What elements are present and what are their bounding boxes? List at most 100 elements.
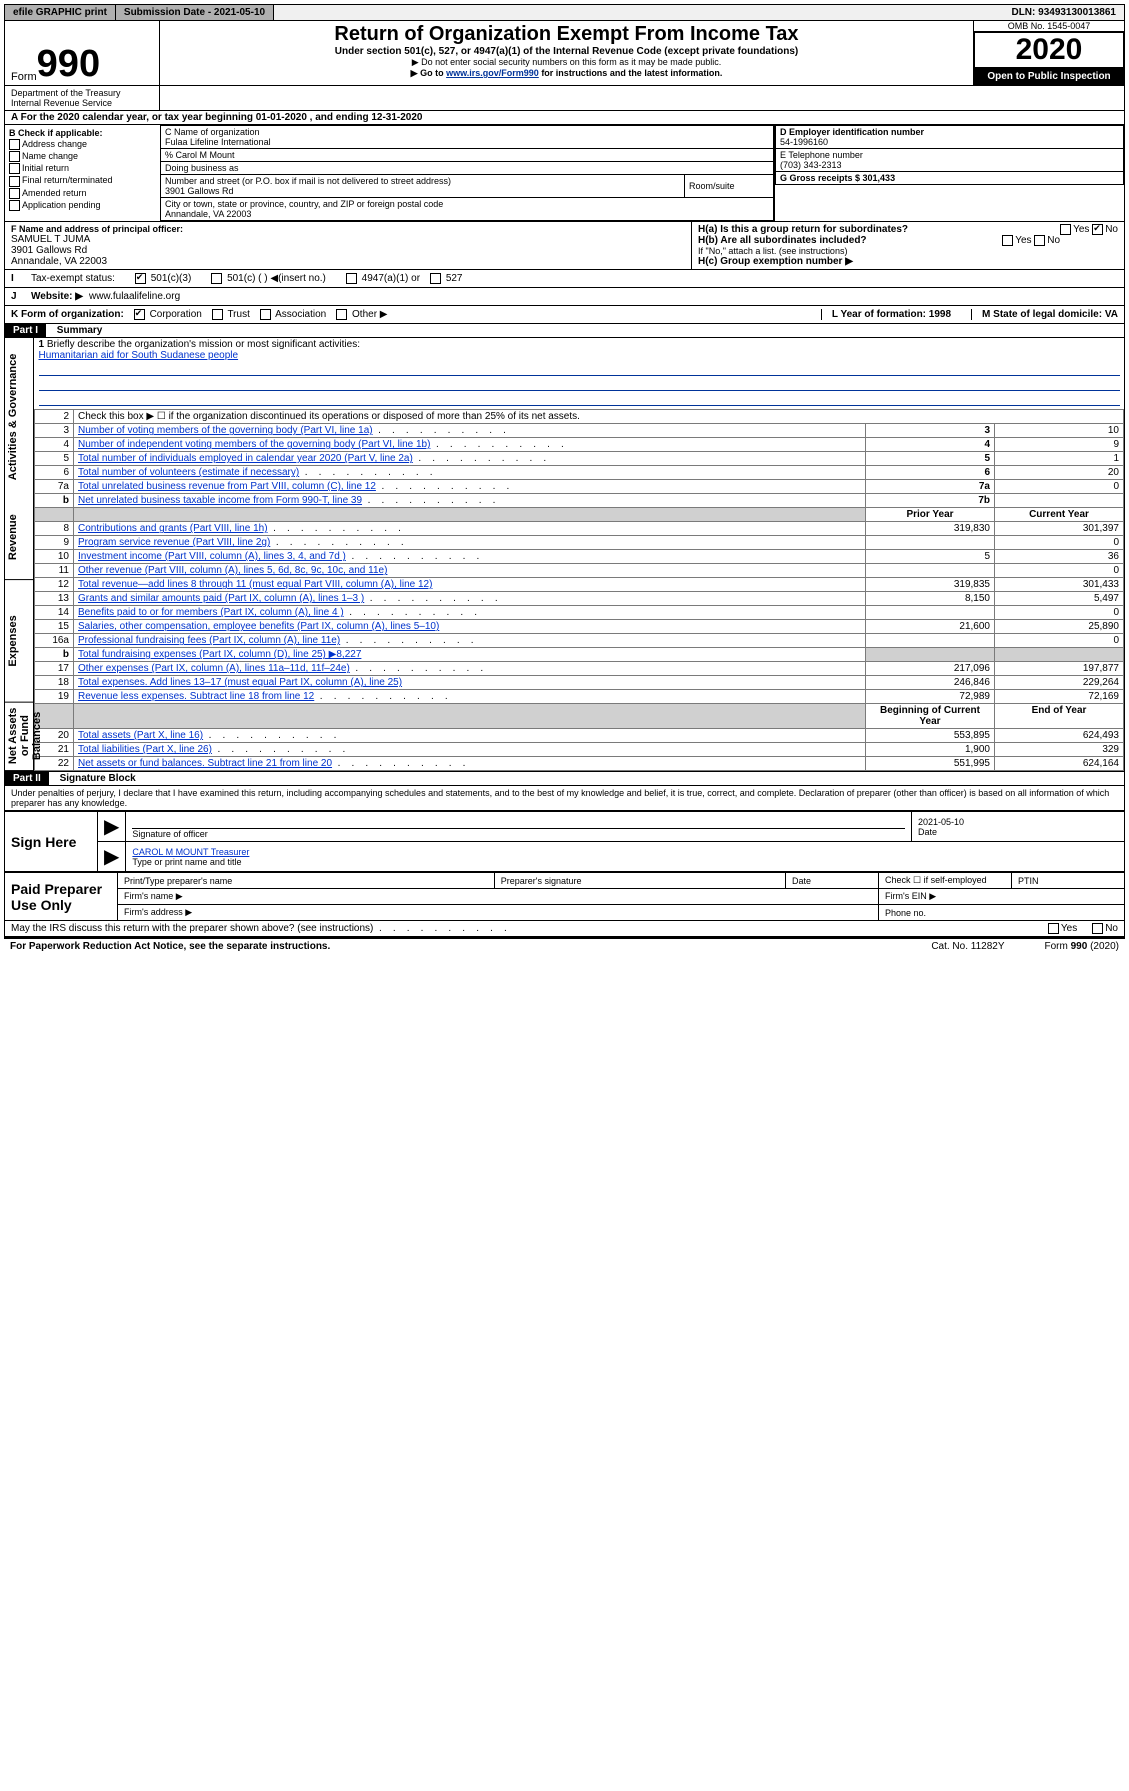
header-right: OMB No. 1545-0047 2020 Open to Public In…	[974, 21, 1124, 85]
row-20: 20Total assets (Part X, line 16)553,8956…	[35, 729, 1124, 743]
row-11: 11Other revenue (Part VIII, column (A), …	[35, 564, 1124, 578]
chk-501c3[interactable]: 501(c)(3)	[135, 273, 191, 284]
row-17: 17Other expenses (Part IX, column (A), l…	[35, 662, 1124, 676]
hb-row: H(b) Are all subordinates included? Yes …	[698, 235, 1118, 246]
chk-501c[interactable]: 501(c) ( ) ◀(insert no.)	[211, 273, 326, 284]
part1-badge: Part I	[5, 324, 46, 337]
care-of: % Carol M Mount	[161, 149, 774, 162]
hc-row: H(c) Group exemption number ▶	[698, 256, 1118, 267]
prep-sig-h: Preparer's signature	[494, 873, 785, 889]
open-inspection: Open to Public Inspection	[974, 68, 1124, 85]
chk-assoc[interactable]: Association	[260, 309, 326, 320]
discuss-yes[interactable]: Yes	[1048, 923, 1077, 934]
tax-year-line: For the 2020 calendar year, or tax year …	[21, 112, 423, 123]
ha-row: H(a) Is this a group return for subordin…	[698, 224, 1118, 235]
form-header: Form 990 Return of Organization Exempt F…	[4, 21, 1125, 111]
top-bar: efile GRAPHIC print Submission Date - 20…	[4, 4, 1125, 21]
tax-exempt-row: I Tax-exempt status: 501(c)(3) 501(c) ( …	[4, 270, 1125, 288]
note2-prefix: ▶ Go to	[411, 68, 446, 78]
firm-ein: Firm's EIN ▶	[879, 889, 1125, 905]
section-k-row: K Form of organization: Corporation Trus…	[4, 306, 1125, 324]
chk-amended-return[interactable]: Amended return	[9, 188, 156, 199]
prep-name-h: Print/Type preparer's name	[118, 873, 495, 889]
sign-date-label: Date	[918, 827, 1118, 837]
d-label: D Employer identification number	[780, 127, 1119, 137]
officer-name-title[interactable]: CAROL M MOUNT Treasurer	[132, 847, 249, 857]
col-begin-year: Beginning of Current Year	[866, 704, 995, 729]
j-label: Website: ▶	[31, 291, 83, 302]
e-label: E Telephone number	[780, 150, 1119, 160]
k-label: K Form of organization:	[11, 309, 124, 320]
irs-link[interactable]: www.irs.gov/Form990	[446, 68, 539, 78]
chk-trust[interactable]: Trust	[212, 309, 250, 320]
room-label: Room/suite	[685, 175, 774, 198]
row-12: 12Total revenue—add lines 8 through 11 (…	[35, 578, 1124, 592]
section-b-label: B Check if applicable:	[9, 128, 156, 138]
row-18: 18Total expenses. Add lines 13–17 (must …	[35, 676, 1124, 690]
discuss-no[interactable]: No	[1092, 923, 1118, 934]
officer-addr1: 3901 Gallows Rd	[11, 245, 685, 256]
form-number-cell: Form 990	[5, 21, 160, 85]
row-19: 19Revenue less expenses. Subtract line 1…	[35, 690, 1124, 704]
spacer	[274, 11, 1003, 15]
firm-addr: Firm's address ▶	[118, 905, 879, 921]
preparer-label: Paid Preparer Use Only	[5, 873, 118, 921]
section-d-e-g: D Employer identification number 54-1996…	[774, 125, 1124, 221]
officer-addr2: Annandale, VA 22003	[11, 256, 685, 267]
section-f-h-row: F Name and address of principal officer:…	[4, 222, 1125, 270]
row-3: 3Number of voting members of the governi…	[35, 424, 1124, 438]
row-16b: bTotal fundraising expenses (Part IX, co…	[35, 648, 1124, 662]
row-16a: 16aProfessional fundraising fees (Part I…	[35, 634, 1124, 648]
section-b: B Check if applicable: Address change Na…	[5, 125, 161, 221]
header-subtitle: Under section 501(c), 527, or 4947(a)(1)…	[166, 46, 967, 57]
officer-name: SAMUEL T JUMA	[11, 234, 685, 245]
chk-corp[interactable]: Corporation	[134, 309, 202, 320]
firm-name: Firm's name ▶	[118, 889, 879, 905]
dba-label: Doing business as	[165, 163, 769, 173]
chk-527[interactable]: 527	[430, 273, 462, 284]
sign-here-table: Sign Here ▶ Signature of officer 2021-05…	[4, 811, 1125, 872]
row-10: 10Investment income (Part VIII, column (…	[35, 550, 1124, 564]
discuss-text: May the IRS discuss this return with the…	[11, 923, 373, 934]
q1-text: Briefly describe the organization's miss…	[47, 339, 360, 350]
chk-initial-return[interactable]: Initial return	[9, 163, 156, 174]
row-21: 21Total liabilities (Part X, line 26)1,9…	[35, 743, 1124, 757]
header-note1: ▶ Do not enter social security numbers o…	[166, 57, 967, 68]
section-c: C Name of organization Fulaa Lifeline In…	[160, 125, 774, 221]
row-5: 5Total number of individuals employed in…	[35, 452, 1124, 466]
mission-text[interactable]: Humanitarian aid for South Sudanese peop…	[39, 350, 239, 361]
footer-row: For Paperwork Reduction Act Notice, see …	[4, 937, 1125, 954]
chk-address-change[interactable]: Address change	[9, 139, 156, 150]
summary-table: 1 Briefly describe the organization's mi…	[34, 338, 1124, 771]
header-note2: ▶ Go to www.irs.gov/Form990 for instruct…	[166, 68, 967, 79]
sig-officer-label: Signature of officer	[132, 829, 905, 839]
tax-year: 2020	[974, 32, 1124, 68]
chk-final-return[interactable]: Final return/terminated	[9, 175, 156, 186]
chk-application-pending[interactable]: Application pending	[9, 200, 156, 211]
phone-value: (703) 343-2313	[780, 160, 1119, 170]
efile-print-button[interactable]: efile GRAPHIC print	[5, 5, 116, 20]
submission-date-button[interactable]: Submission Date - 2021-05-10	[116, 5, 274, 20]
hb-note: If "No," attach a list. (see instruction…	[698, 246, 1118, 256]
city-state-zip: Annandale, VA 22003	[165, 209, 769, 219]
form-prefix: Form	[11, 71, 37, 83]
ein-value: 54-1996160	[780, 137, 1119, 147]
row-22: 22Net assets or fund balances. Subtract …	[35, 757, 1124, 771]
header-title: Return of Organization Exempt From Incom…	[166, 23, 967, 46]
firm-phone: Phone no.	[879, 905, 1125, 921]
part1-title: Summary	[57, 325, 103, 336]
chk-4947[interactable]: 4947(a)(1) or	[346, 273, 420, 284]
discuss-row: May the IRS discuss this return with the…	[4, 921, 1125, 937]
prep-date-h: Date	[786, 873, 879, 889]
g-gross-receipts: G Gross receipts $ 301,433	[780, 173, 1119, 183]
c-label: C Name of organization	[165, 127, 769, 137]
section-a-line: A For the 2020 calendar year, or tax yea…	[4, 111, 1125, 125]
prep-ptin-h: PTIN	[1012, 873, 1125, 889]
section-h: H(a) Is this a group return for subordin…	[692, 222, 1124, 269]
prep-selfemp-h: Check ☐ if self-employed	[879, 873, 1012, 889]
paperwork-notice: For Paperwork Reduction Act Notice, see …	[10, 941, 330, 952]
vlabel-expenses: Expenses	[5, 581, 33, 703]
chk-other[interactable]: Other ▶	[336, 309, 387, 320]
chk-name-change[interactable]: Name change	[9, 151, 156, 162]
col-prior-year: Prior Year	[866, 508, 995, 522]
